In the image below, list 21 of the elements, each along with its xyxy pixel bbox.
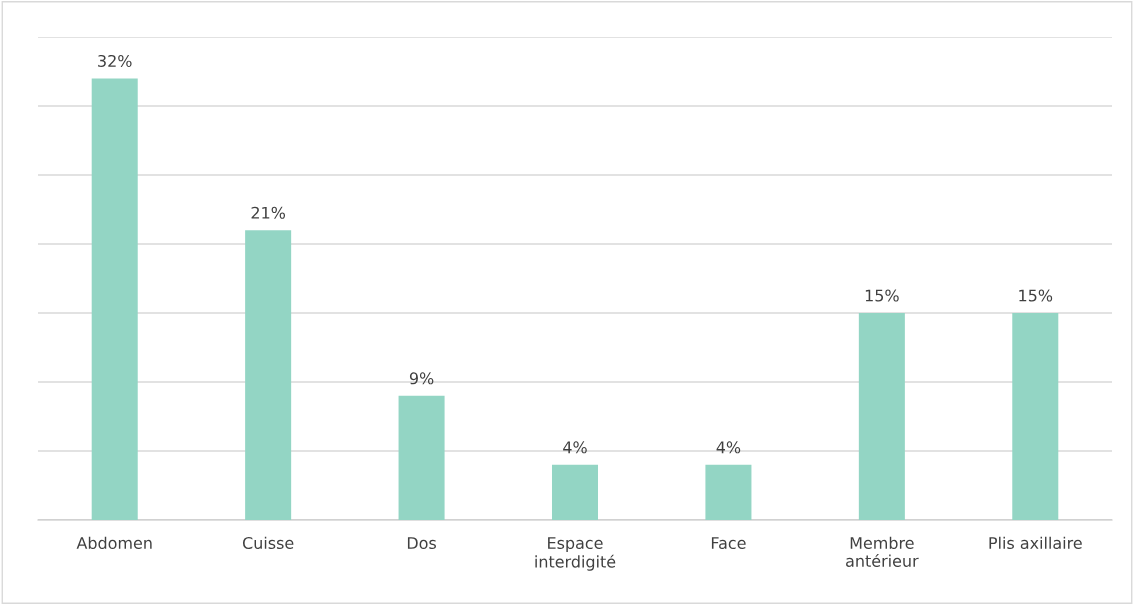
x-tick-label: Espace interdigité [535,537,616,571]
x-tick-label: Membre antérieur [846,536,919,567]
x-tick-label: Face [711,537,746,550]
x-tick-label: Dos [407,537,436,550]
bar [705,464,752,520]
bar [551,464,599,520]
x-tick-label: Cuisse [242,536,294,550]
bar [245,230,292,520]
data-label: 15% [1019,289,1053,302]
bar [398,395,445,520]
data-label: 4% [563,441,587,454]
data-label: 15% [865,289,899,302]
data-label: 32% [98,54,132,67]
data-label: 9% [409,372,434,385]
x-tick-label: Plis axillaire [989,536,1082,550]
bar [1012,313,1059,520]
bar [91,78,138,520]
data-label: 21% [251,206,286,219]
x-tick-label: Abdomen [76,536,152,550]
bar [858,313,905,520]
data-label: 4% [716,441,741,454]
